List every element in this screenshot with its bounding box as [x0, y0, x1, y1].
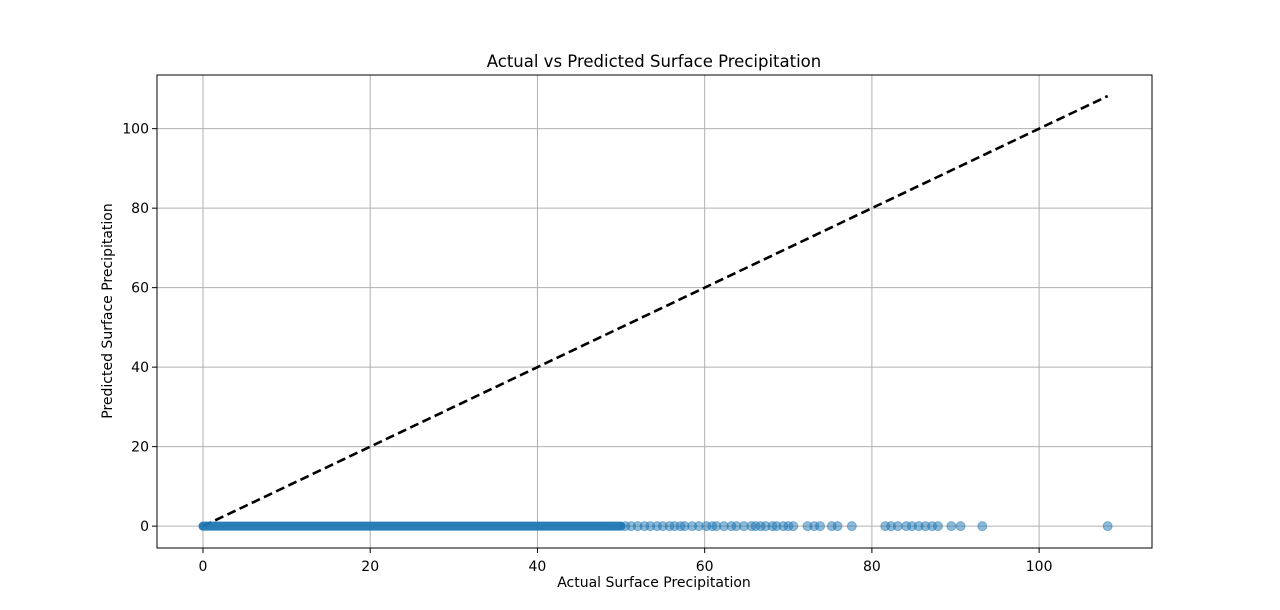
- data-points: [198, 521, 1113, 532]
- reference-line: [202, 94, 1109, 528]
- y-tick-label: 80: [131, 201, 149, 217]
- data-point: [832, 521, 843, 532]
- y-tick-label: 20: [131, 440, 149, 456]
- data-point: [892, 521, 903, 532]
- dense-point-band: [198, 521, 626, 531]
- plot-frame: [156, 74, 1153, 549]
- x-tick-label: 80: [863, 559, 881, 575]
- x-tick-label: 100: [1026, 559, 1053, 575]
- x-tick-label: 40: [529, 559, 547, 575]
- x-tick-label: 0: [199, 559, 208, 575]
- chart-title: Actual vs Predicted Surface Precipitatio…: [487, 52, 821, 71]
- data-point: [932, 521, 943, 532]
- data-point: [955, 521, 966, 532]
- axis-ticks: 0 20 40 60 80 100 0 20 40 60 80 100: [122, 122, 1052, 575]
- data-point: [946, 521, 957, 532]
- x-tick-label: 20: [361, 559, 379, 575]
- x-axis-label: Actual Surface Precipitation: [557, 575, 751, 591]
- y-tick-label: 40: [131, 360, 149, 376]
- data-point: [977, 521, 988, 532]
- y-tick-label: 0: [140, 519, 149, 535]
- x-tick-label: 60: [696, 559, 714, 575]
- data-point: [815, 521, 826, 532]
- data-point: [846, 521, 857, 532]
- data-point: [788, 521, 799, 532]
- y-tick-label: 60: [131, 281, 149, 297]
- y-axis-label: Predicted Surface Precipitation: [100, 203, 116, 418]
- y-tick-label: 100: [122, 122, 149, 138]
- data-point: [1102, 521, 1113, 532]
